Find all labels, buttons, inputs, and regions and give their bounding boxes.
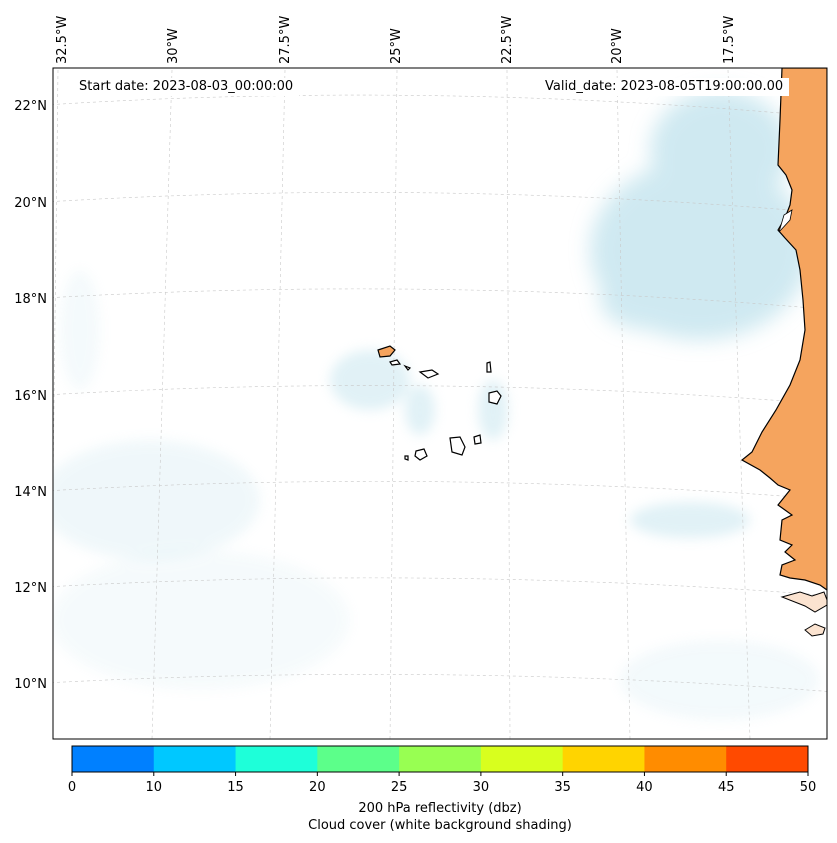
colorbar-tick-label: 50 [800, 780, 817, 795]
colorbar-subtitle: Cloud cover (white background shading) [308, 818, 572, 833]
valid-date-label: Valid_date: 2023-08-05T19:00:00.00 [539, 78, 790, 96]
lat-labels: 22°N 20°N 18°N 16°N 14°N 12°N 10°N [14, 99, 47, 692]
colorbar-title: 200 hPa reflectivity (dbz) [358, 801, 522, 816]
lat-label: 10°N [14, 677, 47, 692]
colorbar-segment [726, 746, 809, 772]
lon-label: 22.5°W [500, 16, 515, 64]
colorbar-border [71, 745, 809, 773]
colorbar-segment [644, 746, 727, 772]
colorbar-segment [317, 746, 400, 772]
cape-verde-islands [377, 345, 502, 461]
colorbar: 0 10 15 20 25 30 35 40 45 50 [68, 745, 817, 795]
lat-label: 20°N [14, 196, 47, 211]
colorbar-tick-label: 30 [473, 780, 490, 795]
lat-label: 16°N [14, 389, 47, 404]
colorbar-tick-label: 35 [554, 780, 571, 795]
lon-label: 17.5°W [722, 16, 737, 64]
colorbar-tick-label: 10 [146, 780, 163, 795]
lon-labels: 32.5°W 30°W 27.5°W 25°W 22.5°W 20°W 17.5… [55, 16, 737, 64]
colorbar-tick-label: 0 [68, 780, 76, 795]
lon-label: 32.5°W [55, 16, 70, 64]
colorbar-tick-label: 15 [227, 780, 244, 795]
colorbar-segment [153, 746, 237, 772]
map-area [53, 68, 827, 739]
lat-label: 12°N [14, 581, 47, 596]
lat-label: 22°N [14, 99, 47, 114]
lon-label: 20°W [610, 28, 625, 64]
lon-label: 30°W [166, 28, 181, 64]
colorbar-tick-label: 20 [309, 780, 326, 795]
map-frame [52, 67, 828, 740]
colorbar-segment [480, 746, 564, 772]
cloud-cover-shading [53, 90, 820, 720]
lat-label: 18°N [14, 292, 47, 307]
colorbar-segment [72, 746, 155, 772]
colorbar-segment [235, 746, 318, 772]
colorbar-segment [562, 746, 645, 772]
start-date-label: Start date: 2023-08-03_00:00:00 [73, 78, 300, 96]
colorbar-tick-label: 25 [391, 780, 408, 795]
colorbar-tick-label: 40 [636, 780, 653, 795]
lon-label: 25°W [389, 28, 404, 64]
lon-label: 27.5°W [278, 16, 293, 64]
colorbar-tick-label: 45 [718, 780, 735, 795]
lat-label: 14°N [14, 485, 47, 500]
colorbar-segment [399, 746, 482, 772]
